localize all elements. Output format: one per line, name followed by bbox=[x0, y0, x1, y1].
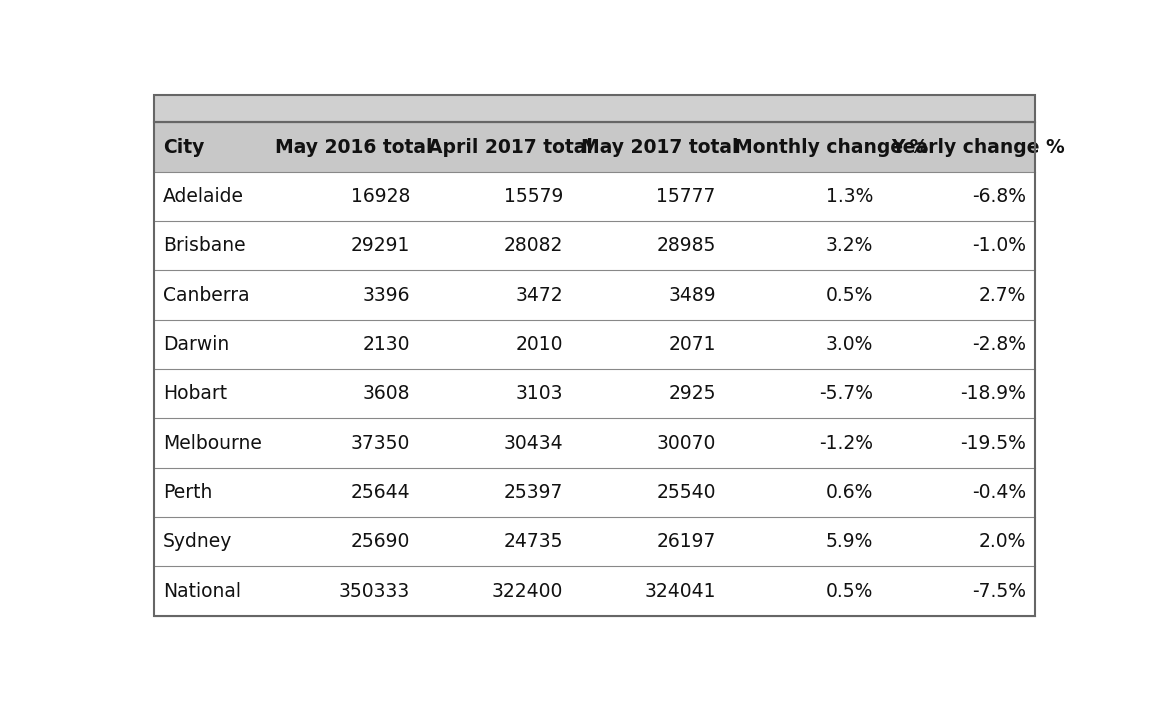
Bar bbox=[154, 418, 1035, 467]
Text: 16928: 16928 bbox=[350, 187, 411, 206]
Text: -1.2%: -1.2% bbox=[819, 434, 873, 453]
Text: 15579: 15579 bbox=[503, 187, 563, 206]
Text: May 2017 total: May 2017 total bbox=[581, 137, 739, 156]
Bar bbox=[154, 122, 1035, 172]
Text: -19.5%: -19.5% bbox=[960, 434, 1025, 453]
Text: Brisbane: Brisbane bbox=[162, 237, 246, 256]
Text: 29291: 29291 bbox=[350, 237, 411, 256]
Text: 25397: 25397 bbox=[503, 483, 563, 502]
Bar bbox=[154, 172, 1035, 221]
Bar bbox=[154, 320, 1035, 369]
Bar bbox=[154, 567, 1035, 616]
Text: 28985: 28985 bbox=[657, 237, 716, 256]
Text: 15777: 15777 bbox=[657, 187, 716, 206]
Text: Hobart: Hobart bbox=[162, 384, 227, 403]
Text: -2.8%: -2.8% bbox=[972, 335, 1025, 354]
Bar bbox=[154, 369, 1035, 418]
Text: 37350: 37350 bbox=[350, 434, 411, 453]
Text: 25540: 25540 bbox=[657, 483, 716, 502]
Text: Adelaide: Adelaide bbox=[162, 187, 244, 206]
Text: 0.6%: 0.6% bbox=[826, 483, 873, 502]
Text: 3489: 3489 bbox=[668, 286, 716, 305]
Text: 350333: 350333 bbox=[339, 582, 411, 601]
Text: -0.4%: -0.4% bbox=[972, 483, 1025, 502]
Text: 2010: 2010 bbox=[515, 335, 563, 354]
Text: Sydney: Sydney bbox=[162, 532, 232, 551]
Text: 3472: 3472 bbox=[515, 286, 563, 305]
Text: -5.7%: -5.7% bbox=[819, 384, 873, 403]
Text: -18.9%: -18.9% bbox=[960, 384, 1025, 403]
Text: 24735: 24735 bbox=[503, 532, 563, 551]
Text: 3.2%: 3.2% bbox=[826, 237, 873, 256]
Bar bbox=[154, 95, 1035, 122]
Text: 2130: 2130 bbox=[363, 335, 411, 354]
Text: April 2017 total: April 2017 total bbox=[428, 137, 593, 156]
Text: Canberra: Canberra bbox=[162, 286, 249, 305]
Bar bbox=[154, 221, 1035, 270]
Text: 3103: 3103 bbox=[515, 384, 563, 403]
Text: 3.0%: 3.0% bbox=[826, 335, 873, 354]
Text: 25644: 25644 bbox=[350, 483, 411, 502]
Bar bbox=[154, 270, 1035, 320]
Text: Monthly change %: Monthly change % bbox=[734, 137, 928, 156]
Bar bbox=[154, 95, 1035, 122]
Bar bbox=[154, 467, 1035, 517]
Text: City: City bbox=[162, 137, 204, 156]
Text: 3608: 3608 bbox=[363, 384, 411, 403]
Text: 28082: 28082 bbox=[503, 237, 563, 256]
Text: 2071: 2071 bbox=[668, 335, 716, 354]
Text: 5.9%: 5.9% bbox=[826, 532, 873, 551]
Text: 2925: 2925 bbox=[668, 384, 716, 403]
Text: 3396: 3396 bbox=[363, 286, 411, 305]
Text: 2.7%: 2.7% bbox=[979, 286, 1025, 305]
Text: 1.3%: 1.3% bbox=[826, 187, 873, 206]
Text: 26197: 26197 bbox=[657, 532, 716, 551]
Text: -6.8%: -6.8% bbox=[972, 187, 1025, 206]
Text: Perth: Perth bbox=[162, 483, 212, 502]
Text: May 2016 total: May 2016 total bbox=[275, 137, 433, 156]
Text: Melbourne: Melbourne bbox=[162, 434, 262, 453]
Text: 322400: 322400 bbox=[492, 582, 563, 601]
Text: 30434: 30434 bbox=[503, 434, 563, 453]
Text: 0.5%: 0.5% bbox=[826, 286, 873, 305]
Text: National: National bbox=[162, 582, 241, 601]
Text: 2.0%: 2.0% bbox=[979, 532, 1025, 551]
Text: 30070: 30070 bbox=[657, 434, 716, 453]
Text: -1.0%: -1.0% bbox=[972, 237, 1025, 256]
Bar bbox=[154, 517, 1035, 567]
Text: 25690: 25690 bbox=[350, 532, 411, 551]
Text: -7.5%: -7.5% bbox=[972, 582, 1025, 601]
Text: Yearly change %: Yearly change % bbox=[891, 137, 1065, 156]
Text: 324041: 324041 bbox=[644, 582, 716, 601]
Text: 0.5%: 0.5% bbox=[826, 582, 873, 601]
Text: Darwin: Darwin bbox=[162, 335, 230, 354]
